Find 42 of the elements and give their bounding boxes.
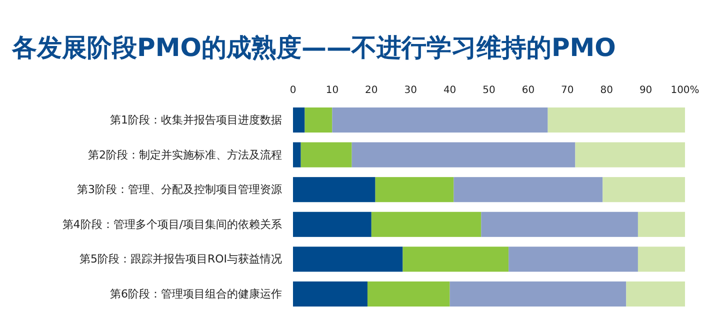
- bar: [450, 281, 626, 307]
- chart-title: 各发展阶段PMO的成熟度——不进行学习维持的PMO: [11, 33, 616, 62]
- bar: [293, 212, 372, 237]
- bar: [293, 281, 368, 307]
- bar: [293, 246, 403, 272]
- bar: [638, 246, 685, 272]
- x-tick-label: 30: [404, 85, 417, 96]
- bar: [638, 212, 685, 237]
- x-tick-label: 20: [365, 85, 378, 96]
- bar: [575, 142, 685, 168]
- x-tick-label: 80: [600, 85, 613, 96]
- x-tick-label: 10: [326, 85, 339, 96]
- bar: [293, 142, 301, 168]
- bar: [352, 142, 576, 168]
- x-tick-label: 0: [290, 85, 296, 96]
- x-tick-label: 50: [482, 85, 496, 96]
- x-tick-label: 40: [443, 85, 456, 96]
- y-tick-label: 第3阶段：管理、分配及控制项目管理资源: [77, 183, 282, 196]
- bar: [602, 177, 685, 202]
- x-tick-label: 60: [522, 85, 535, 96]
- bar: [481, 212, 638, 237]
- bar: [548, 107, 685, 133]
- bar: [332, 107, 548, 133]
- bar: [402, 246, 509, 272]
- bar: [367, 281, 450, 307]
- y-tick-label: 第5阶段：跟踪并报告项目ROI与获益情况: [79, 252, 282, 266]
- bar: [293, 107, 305, 133]
- bar: [300, 142, 352, 168]
- bar: [293, 177, 376, 202]
- y-tick-label: 第6阶段：管理项目组合的健康运作: [110, 288, 282, 301]
- bar: [304, 107, 332, 133]
- bar: [626, 281, 685, 307]
- x-tick-label: 90: [639, 85, 652, 96]
- bar: [454, 177, 603, 202]
- x-tick-label: 70: [561, 85, 574, 96]
- bar: [375, 177, 454, 202]
- x-tick-label: 100%: [670, 85, 700, 96]
- y-tick-label: 第2阶段：制定并实施标准、方法及流程: [88, 148, 282, 162]
- y-tick-label: 第1阶段：收集并报告项目进度数据: [110, 114, 282, 127]
- y-tick-label: 第4阶段：管理多个项目/项目集间的依赖关系: [62, 218, 282, 231]
- bar: [508, 246, 638, 272]
- bar: [371, 212, 482, 237]
